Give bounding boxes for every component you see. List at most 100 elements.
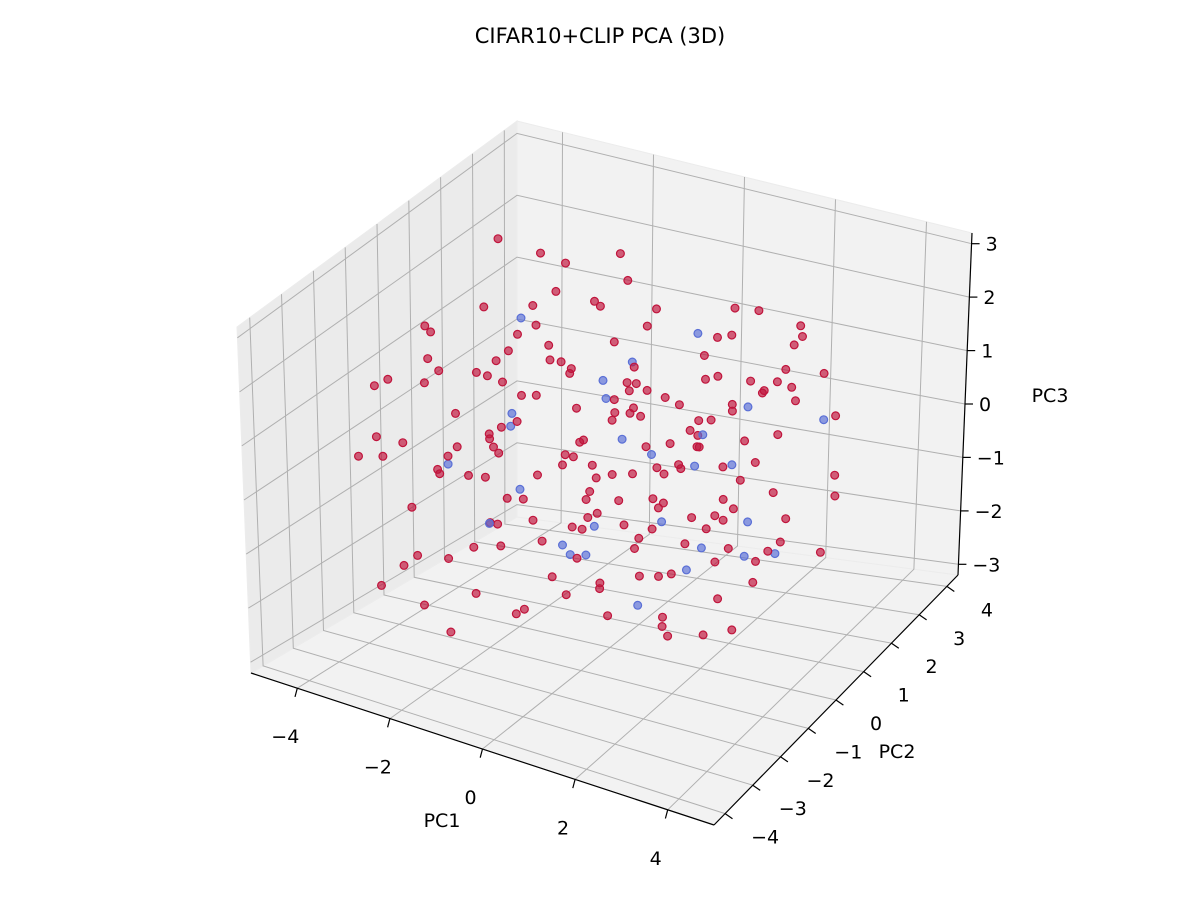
scatter-point-red <box>444 553 454 563</box>
scatter-point-red <box>512 417 522 427</box>
scatter-point-red <box>647 524 657 534</box>
z-axis-tick-label: 1 <box>981 341 993 363</box>
scatter-point-red <box>629 362 639 372</box>
scatter-point-red <box>713 371 723 381</box>
scatter-point-red <box>665 439 675 449</box>
scatter-point-blue <box>443 459 453 469</box>
scatter-point-red <box>557 460 567 470</box>
scatter-point-red <box>735 475 745 485</box>
z-axis-tick-label: −3 <box>972 554 1000 576</box>
y-gridline <box>249 317 726 815</box>
scatter-point-red <box>642 385 652 395</box>
y-axis-tick-label: 0 <box>870 713 882 735</box>
scatter-point-red <box>710 511 720 521</box>
scatter-point-red <box>698 630 708 640</box>
scatter-point-red <box>718 462 728 472</box>
scatter-point-red <box>750 556 760 566</box>
scatter-point-red <box>627 469 637 479</box>
scatter-point-red <box>775 537 785 547</box>
y-axis-tick <box>891 642 900 649</box>
scatter-point-red <box>706 415 716 425</box>
z-axis-tick-label: 0 <box>979 394 991 416</box>
scatter-point-red <box>727 406 737 416</box>
z-axis-label: PC3 <box>1032 385 1069 407</box>
scatter-point-blue <box>681 565 691 575</box>
scatter-point-blue <box>727 460 737 470</box>
y-axis-tick <box>835 699 844 706</box>
scatter-point-red <box>623 275 633 285</box>
scatter-point-red <box>496 541 506 551</box>
scatter-point-blue <box>617 434 627 444</box>
scatter-point-blue <box>557 540 567 550</box>
scatter-point-red <box>796 321 806 331</box>
x-axis-tick-label: −2 <box>364 757 392 779</box>
scatter-point-red <box>578 435 588 445</box>
scatter-point-red <box>631 379 641 389</box>
scatter-point-red <box>585 487 595 497</box>
scatter-point-red <box>518 494 528 504</box>
scatter-point-red <box>420 600 430 610</box>
y-axis-tick-label: 4 <box>981 599 993 621</box>
scatter-point-red <box>652 463 662 473</box>
scatter-point-red <box>607 415 617 425</box>
y-axis-tick <box>863 671 872 678</box>
scatter-point-red <box>591 473 601 483</box>
scatter-point-red <box>493 234 503 244</box>
scatter-point-red <box>451 408 461 418</box>
scatter-point-red <box>489 442 499 452</box>
scatter-point-red <box>547 572 557 582</box>
scatter-point-red <box>768 488 778 498</box>
y-axis-tick <box>946 585 955 592</box>
scatter-point-red <box>537 536 547 546</box>
y-gridline <box>312 270 781 758</box>
scatter-point-red <box>740 436 750 446</box>
scatter-point-red <box>797 332 807 342</box>
scatter-point-blue <box>506 421 516 431</box>
scatter-point-red <box>369 381 379 391</box>
scatter-point-red <box>423 354 433 364</box>
data-points <box>354 234 841 641</box>
scatter-point-blue <box>507 408 517 418</box>
scatter-point-red <box>622 378 632 388</box>
z-gridline <box>241 256 968 447</box>
scatter-point-red <box>666 569 676 579</box>
scatter-point-red <box>710 557 720 567</box>
scatter-point-red <box>399 560 409 570</box>
scatter-point-red <box>413 550 423 560</box>
y-gridline <box>472 153 920 616</box>
scatter-point-blue <box>515 484 525 494</box>
scatter-point-red <box>535 248 545 258</box>
scatter-point-red <box>434 366 444 376</box>
scatter-point-red <box>787 382 797 392</box>
scatter-point-blue <box>743 402 753 412</box>
y-axis-tick <box>918 614 927 621</box>
scatter-point-red <box>446 627 456 637</box>
x-axis-tick <box>572 779 576 789</box>
scatter-point-red <box>567 522 577 532</box>
scatter-point-red <box>464 470 474 480</box>
scatter-point-red <box>426 327 436 337</box>
grid-lines <box>237 130 972 815</box>
scatter-point-red <box>383 374 393 384</box>
scatter-point-red <box>674 460 684 470</box>
x-axis-tick-label: −4 <box>271 726 299 748</box>
scatter-point-red <box>519 604 529 614</box>
scatter-point-red <box>420 321 430 331</box>
scatter-point-red <box>746 376 756 386</box>
y-axis-tick-label: −3 <box>779 798 807 820</box>
scatter-point-red <box>657 621 667 631</box>
y-gridline <box>281 294 753 786</box>
y-gridline <box>503 130 947 587</box>
scatter-point-red <box>789 340 799 350</box>
scatter-point-red <box>407 502 417 512</box>
scatter-point-blue <box>819 415 829 425</box>
scatter-point-red <box>378 451 388 461</box>
scatter-point-red <box>560 258 570 268</box>
scatter-point-red <box>556 357 566 367</box>
scatter-point-red <box>723 543 733 553</box>
scatter-point-red <box>819 368 829 378</box>
scatter-point-red <box>595 578 605 588</box>
scatter-point-red <box>595 301 605 311</box>
